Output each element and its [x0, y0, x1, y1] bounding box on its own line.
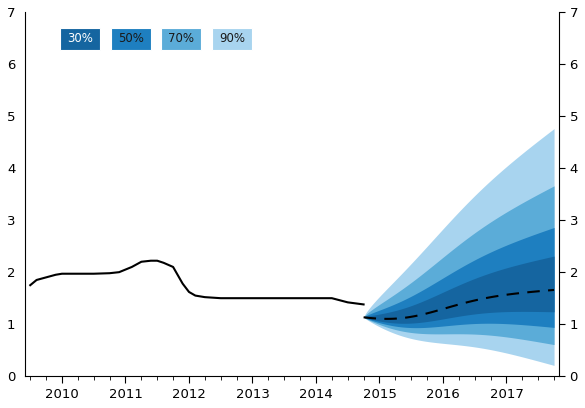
- Text: 90%: 90%: [219, 32, 245, 45]
- Text: 70%: 70%: [168, 32, 194, 45]
- Text: 30%: 30%: [67, 32, 93, 45]
- FancyBboxPatch shape: [212, 28, 252, 50]
- FancyBboxPatch shape: [111, 28, 151, 50]
- Text: 50%: 50%: [118, 32, 143, 45]
- FancyBboxPatch shape: [60, 28, 100, 50]
- FancyBboxPatch shape: [161, 28, 201, 50]
